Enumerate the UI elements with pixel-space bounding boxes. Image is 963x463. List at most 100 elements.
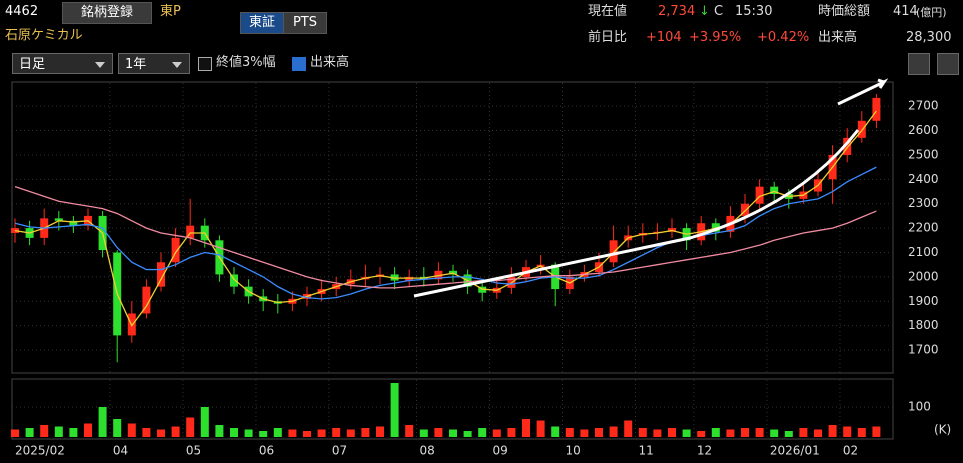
volume-bar [755,428,764,437]
volume-bar [507,428,516,437]
candle-body [755,186,764,204]
settings-icon[interactable] [937,53,959,75]
y-tick-label: 1700 [908,343,939,357]
volume-bar [770,429,779,437]
volume-bar [565,428,574,437]
volume-bar [784,431,793,437]
volume-bar [273,428,282,437]
volume-bar [244,429,253,437]
x-tick-label: 09 [493,444,508,458]
volume-bar [522,419,530,437]
checkbox-label: 出来高 [310,55,350,70]
label: 出来高 [818,30,858,45]
x-tick-label: 08 [420,444,435,458]
time: 15:30 [735,4,773,19]
unit: (億円) [916,6,947,19]
candle-body [186,225,195,238]
volume-bar [215,425,224,437]
checkbox[interactable] [198,57,212,71]
volume-bar [872,426,881,437]
volume-bar [653,429,662,437]
volume-bar [536,420,545,437]
volume-bar [741,428,749,437]
volume-frame [11,378,894,440]
tab[interactable]: PTS [283,12,327,34]
volume-bar [157,429,165,437]
label: 時価総額 [818,4,871,19]
label: 現在値 [588,4,628,19]
candle-body [741,203,749,216]
y-tick-label: 100 [908,400,931,414]
volume-bar [332,428,341,437]
volume-bar [69,428,78,437]
checkbox[interactable] [292,57,306,71]
label: 前日比 [588,30,628,45]
volume-bar [25,428,34,437]
period-select[interactable]: 日足 [12,53,113,74]
volume-bar [492,429,501,437]
x-tick-label: 07 [332,444,347,458]
volume-bar [317,429,326,437]
y-tick-label: 2200 [908,221,939,235]
volume-bar [624,420,633,437]
current-price: 2,734 [658,4,696,19]
y-tick-label: 2400 [908,172,939,186]
x-tick-label: 02 [843,444,858,458]
candle-body [609,240,618,263]
close-flag: C [714,4,724,19]
range-select[interactable]: 1年 [118,53,190,74]
x-tick-label: 12 [697,444,712,458]
y-tick-label: 1800 [908,318,939,332]
volume-bar [828,425,837,437]
volume-bar [171,426,180,437]
volume-bar [142,428,151,437]
volume-bar [11,429,19,437]
volume-bar [711,428,720,437]
volume-bar [814,429,822,437]
change-pct: +3.95% [689,30,742,45]
y-tick-label: 2300 [908,196,939,210]
volume-bar [113,419,122,437]
volume-bar [449,429,457,437]
x-tick-label: 2025/02 [15,444,65,458]
candle-body [142,286,151,314]
candle-body [843,137,852,155]
trend-arrow [837,78,889,106]
trend-arrow [413,129,860,298]
y-tick-label: 1900 [908,294,939,308]
zoom-icon[interactable] [908,53,930,75]
company: 石原ケミカル [5,28,83,43]
volume-bar [463,431,472,437]
candle-body [872,97,881,121]
candle-body [171,237,180,263]
arrow: ↓ [699,4,710,19]
volume-bar [259,431,268,437]
x-tick-label: 04 [113,444,128,458]
volume-bar [638,428,647,437]
candle-body [230,274,238,287]
volume-unit: (K) [934,423,951,437]
volume-bar [595,428,603,437]
y-tick-label: 2100 [908,245,939,259]
register-button[interactable]: 銘柄登録 [62,2,152,24]
volume-bar [726,429,735,437]
candle-body [857,120,866,138]
price-frame [11,81,894,374]
volume-bar [54,426,63,437]
volume-bar [84,423,92,437]
volume-bar [668,428,676,437]
volume-bar [857,428,866,437]
volume-bar [405,425,414,437]
volume-bar [434,428,443,437]
change-pct: +0.42% [757,30,810,45]
y-tick-label: 2700 [908,99,939,113]
volume-bar [186,417,195,437]
market: 東P [160,4,181,19]
volume-bar [390,383,399,437]
volume: 28,300 [906,30,952,45]
x-tick-label: 06 [259,444,274,458]
volume-bar [551,426,560,437]
volume-bar [419,429,428,437]
